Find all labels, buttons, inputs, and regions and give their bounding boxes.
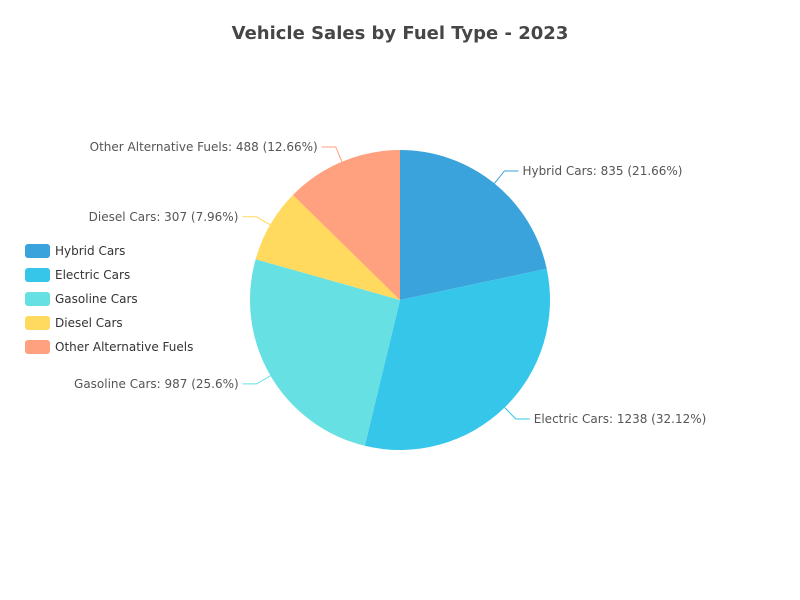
leader-line-hybrid-cars <box>493 170 519 184</box>
slice-label-gasoline-cars: Gasoline Cars: 987 (25.6%) <box>74 377 239 391</box>
chart-title: Vehicle Sales by Fuel Type - 2023 <box>232 23 569 44</box>
pie-slice-gasoline-cars[interactable] <box>250 259 400 446</box>
legend-item-gasoline-cars[interactable]: Gasoline Cars <box>25 292 138 306</box>
slice-label-diesel-cars: Diesel Cars: 307 (7.96%) <box>89 210 239 224</box>
legend-label: Electric Cars <box>55 268 130 282</box>
legend-item-other-alternative-fuels[interactable]: Other Alternative Fuels <box>25 340 193 354</box>
legend-item-electric-cars[interactable]: Electric Cars <box>25 268 130 282</box>
slice-label-other-alternative-fuels: Other Alternative Fuels: 488 (12.66%) <box>90 140 318 154</box>
legend-swatch <box>25 244 50 258</box>
legend-label: Diesel Cars <box>55 316 123 330</box>
legend-label: Other Alternative Fuels <box>55 340 193 354</box>
pie-slice-electric-cars[interactable] <box>364 268 551 450</box>
leader-line-electric-cars <box>504 407 530 420</box>
leader-line-gasoline-cars <box>242 375 271 385</box>
legend-swatch <box>25 340 50 354</box>
legend: Hybrid Cars Electric Cars Gasoline Cars Die… <box>25 244 193 354</box>
pie-slice-other-alternative-fuels[interactable] <box>292 150 400 300</box>
legend-item-hybrid-cars[interactable]: Hybrid Cars <box>25 244 125 258</box>
legend-swatch <box>25 316 50 330</box>
leader-line-diesel-cars <box>242 216 271 226</box>
leader-line-other-alternative-fuels <box>321 146 343 162</box>
legend-swatch <box>25 268 50 282</box>
legend-swatch <box>25 292 50 306</box>
pie-leader-lines <box>242 146 530 420</box>
pie-slice-diesel-cars[interactable] <box>255 195 400 300</box>
legend-label: Gasoline Cars <box>55 292 138 306</box>
pie-labels: Hybrid Cars: 835 (21.66%) Electric Cars: … <box>74 140 706 426</box>
pie-slices <box>250 149 551 450</box>
pie-slice-hybrid-cars[interactable] <box>400 149 547 300</box>
legend-label: Hybrid Cars <box>55 244 125 258</box>
slice-label-hybrid-cars: Hybrid Cars: 835 (21.66%) <box>522 164 682 178</box>
slice-label-electric-cars: Electric Cars: 1238 (32.12%) <box>534 412 707 426</box>
legend-item-diesel-cars[interactable]: Diesel Cars <box>25 316 123 330</box>
